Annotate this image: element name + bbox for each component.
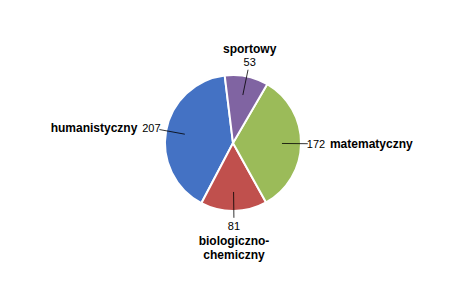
- svg-text:81: 81: [228, 220, 240, 232]
- svg-text:207: 207: [142, 122, 160, 134]
- svg-text:biologiczno-chemiczny: biologiczno-chemiczny: [199, 234, 270, 262]
- svg-text:matematyczny: matematyczny: [330, 137, 413, 151]
- svg-text:172: 172: [307, 138, 325, 150]
- svg-text:53: 53: [244, 56, 256, 68]
- svg-text:sportowy: sportowy: [223, 42, 277, 56]
- svg-text:humanistyczny: humanistyczny: [51, 121, 138, 135]
